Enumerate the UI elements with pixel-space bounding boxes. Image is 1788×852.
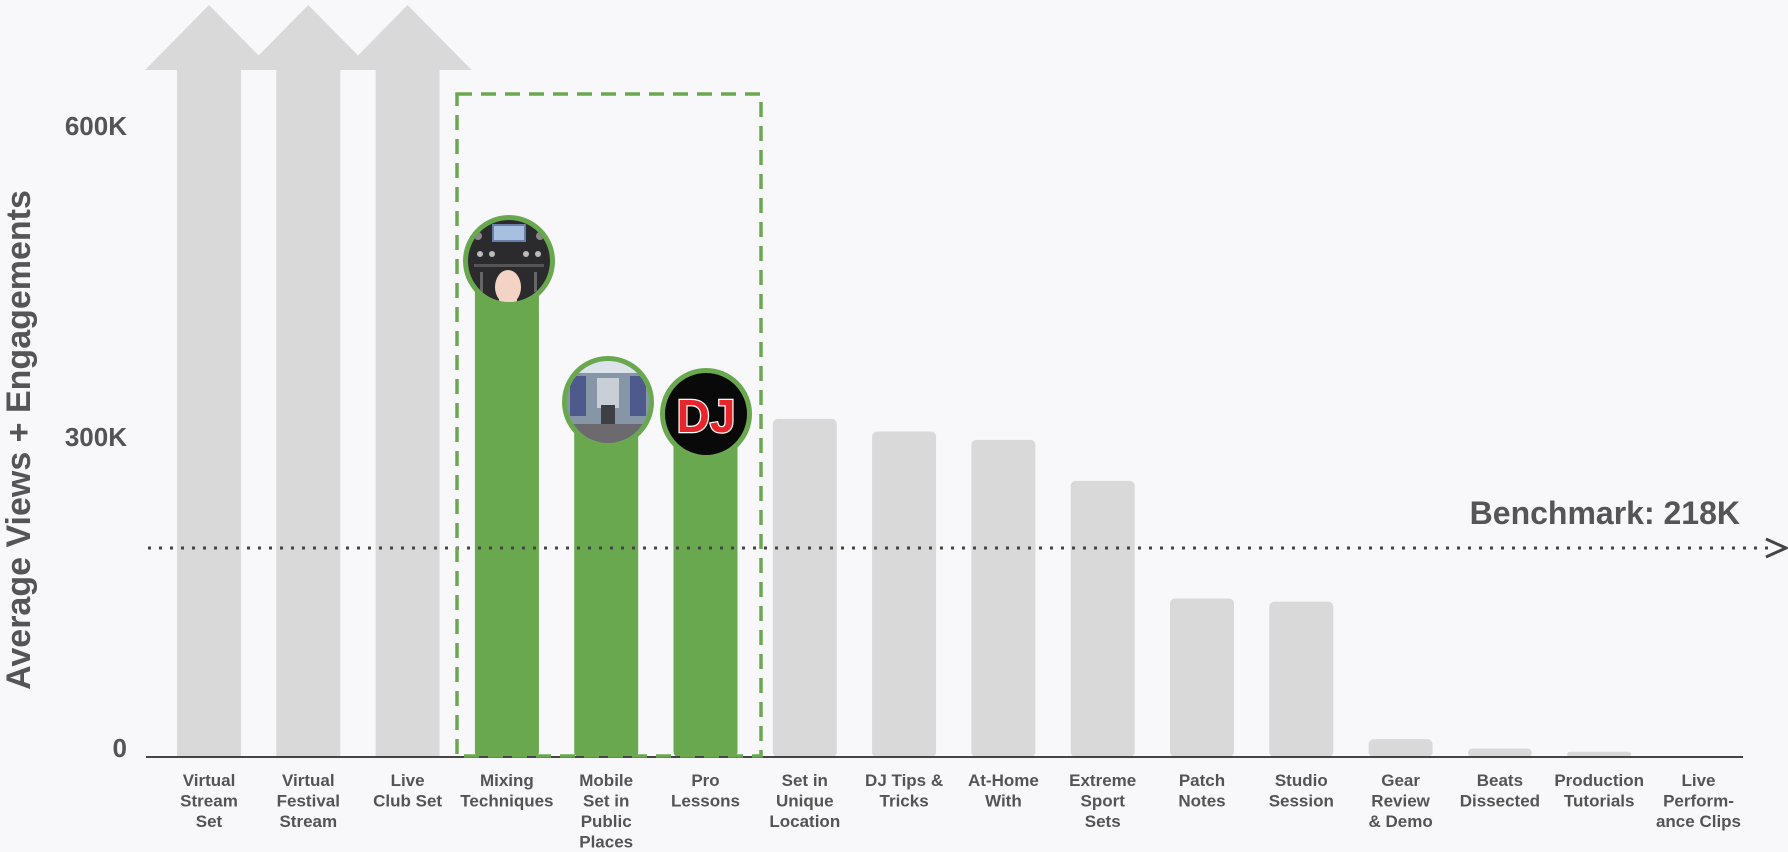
bar bbox=[1170, 598, 1234, 757]
category-labels: Virtual Stream Set Virtual Festival Stream Liv… bbox=[180, 771, 1741, 852]
bar bbox=[1567, 751, 1632, 757]
y-axis-title: Average Views + Engagements bbox=[0, 190, 38, 690]
bar bbox=[1269, 601, 1334, 757]
dj-mag-logo: DJ bbox=[660, 368, 752, 460]
category-label: DJ Tips & Tricks bbox=[865, 771, 943, 811]
y-tick-label: 300K bbox=[65, 422, 127, 452]
category-label: Patch Notes bbox=[1178, 771, 1225, 811]
dj-logo-text: DJ bbox=[677, 390, 736, 442]
bar bbox=[772, 418, 837, 757]
bars-group bbox=[145, 5, 1632, 757]
category-label: Extreme Sport Sets bbox=[1069, 771, 1136, 831]
y-tick-label: 0 bbox=[113, 733, 127, 763]
bar bbox=[474, 255, 539, 757]
bar bbox=[574, 400, 639, 757]
category-label: Gear Review & Demo bbox=[1368, 771, 1432, 831]
bar-overflow-arrow bbox=[343, 5, 472, 757]
dj-mixer-thumbnail bbox=[463, 215, 555, 307]
category-label: Virtual Stream Set bbox=[180, 771, 238, 831]
bar-overflow-arrow bbox=[244, 5, 373, 757]
category-label: Virtual Festival Stream bbox=[277, 771, 340, 831]
category-label: Set in Unique Location bbox=[769, 771, 840, 831]
category-label: Live Perform-ance Clips bbox=[1656, 771, 1741, 831]
highlight-box bbox=[455, 92, 763, 758]
category-label: At-Home With bbox=[968, 771, 1039, 811]
bar bbox=[673, 410, 738, 757]
y-tick-label: 600K bbox=[65, 111, 127, 141]
benchmark-arrow-icon bbox=[1765, 537, 1788, 559]
category-label: Mobile Set in Public Places bbox=[579, 771, 633, 852]
bar bbox=[1368, 739, 1433, 757]
category-label: Beats Dissected bbox=[1460, 771, 1540, 811]
bar bbox=[872, 431, 937, 757]
bar bbox=[971, 439, 1036, 757]
category-label: Production Tutorials bbox=[1554, 771, 1644, 811]
bar-overflow-arrow bbox=[145, 5, 273, 757]
benchmark-label: Benchmark: 218K bbox=[1470, 495, 1740, 531]
bar bbox=[1467, 748, 1532, 757]
category-label: Pro Lessons bbox=[671, 771, 740, 811]
category-label: Studio Session bbox=[1269, 771, 1334, 811]
bar bbox=[1070, 480, 1135, 757]
category-label: Mixing Techniques bbox=[460, 771, 553, 811]
category-label: Live Club Set bbox=[373, 771, 442, 811]
subway-train-thumbnail bbox=[562, 356, 654, 448]
